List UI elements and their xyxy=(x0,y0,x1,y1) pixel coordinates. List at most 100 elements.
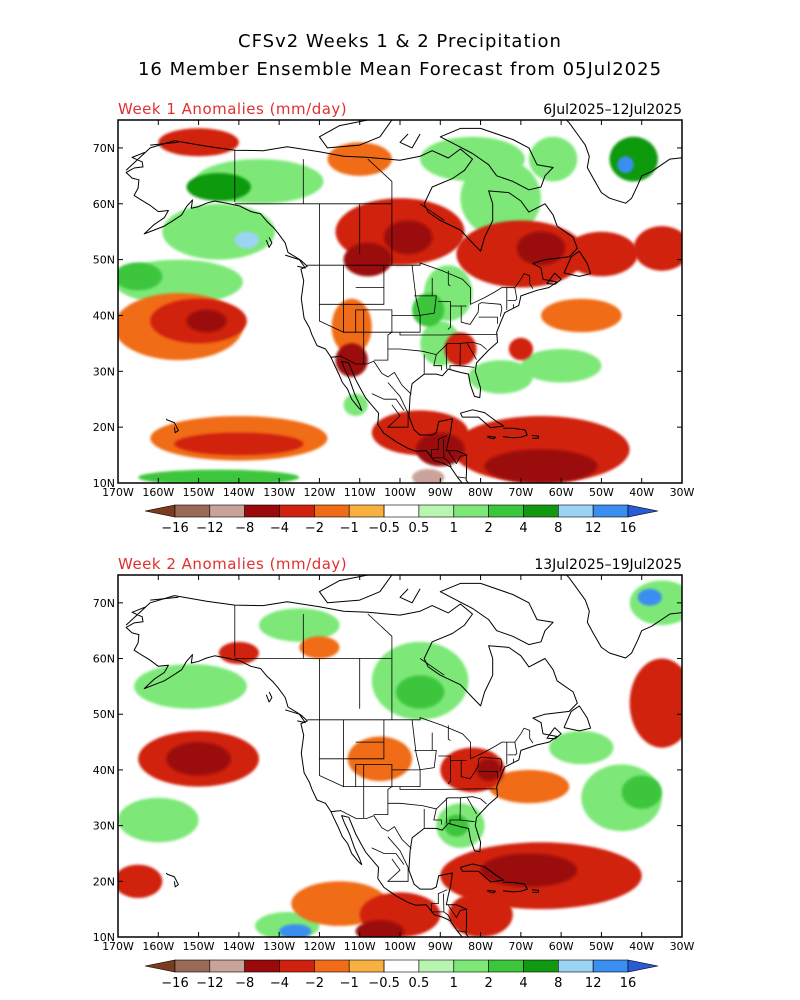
anomaly-area xyxy=(460,159,541,238)
lon-tick-label: 70W xyxy=(508,940,533,953)
coastline xyxy=(459,863,505,883)
week1-basemap xyxy=(125,120,682,483)
week2-panel: Week 2 Anomalies (mm/day) 13Jul2025–19Ju… xyxy=(93,555,695,953)
political-border xyxy=(391,295,437,316)
lat-tick-label: 50N xyxy=(93,708,115,721)
coastline xyxy=(265,691,273,703)
political-border xyxy=(331,355,412,395)
colorbar-label: −2 xyxy=(305,976,324,991)
coastline xyxy=(285,254,306,269)
lon-tick-label: 60W xyxy=(549,940,574,953)
anomaly-area xyxy=(118,797,199,843)
lon-tick-label: 120W xyxy=(303,940,335,953)
anomaly-area xyxy=(508,337,533,361)
colorbar-label: 1 xyxy=(450,976,458,991)
week1-longitude-axis: 170W 160W 150W 140W 130W 120W 110W 100W 90W 80W 70… xyxy=(102,120,695,499)
political-border xyxy=(459,819,475,823)
anomaly-area xyxy=(412,293,445,327)
lon-tick-label: 40W xyxy=(629,940,654,953)
colorbar-label: −1 xyxy=(340,976,359,991)
colorbar-label: 8 xyxy=(554,976,562,991)
lat-tick-label: 10N xyxy=(93,931,115,944)
political-border xyxy=(478,771,498,779)
anomaly-area xyxy=(528,136,578,182)
colorbar-swatch xyxy=(418,504,454,518)
colorbar-arrow-right xyxy=(627,959,659,973)
coastline xyxy=(487,889,496,894)
political-border xyxy=(387,796,487,810)
anomaly-area xyxy=(138,469,300,483)
anomaly-area xyxy=(480,853,578,887)
week2-basemap xyxy=(125,575,682,937)
colorbar-swatch xyxy=(209,959,245,973)
coastline xyxy=(439,127,554,191)
colorbar-swatch xyxy=(488,959,524,973)
coastline xyxy=(399,588,421,604)
anomaly-area xyxy=(327,142,392,176)
anomaly-area xyxy=(609,136,658,182)
lon-tick-label: 40W xyxy=(629,486,654,499)
week1-panel-title: Week 1 Anomalies (mm/day) xyxy=(118,100,347,118)
coastline xyxy=(165,418,179,434)
week2-anomaly-field xyxy=(118,580,682,937)
coastline xyxy=(546,727,562,740)
political-border xyxy=(355,331,394,361)
colorbar-label: −16 xyxy=(161,521,188,536)
anomaly-area xyxy=(162,203,276,260)
lon-tick-label: 110W xyxy=(344,486,376,499)
anomaly-area xyxy=(484,449,598,483)
political-border xyxy=(438,301,451,330)
week2-colorbar: −16 −12 −8 −4 −2 −1 −0.5 0.5 1 2 4 8 12 16 xyxy=(144,959,659,991)
lon-tick-label: 100W xyxy=(384,486,416,499)
colorbar-swatch xyxy=(279,504,315,518)
colorbar-label: −1 xyxy=(340,521,359,536)
coastline xyxy=(318,575,393,604)
political-border xyxy=(466,797,477,815)
political-border xyxy=(343,764,357,787)
political-border xyxy=(460,758,479,780)
political-border xyxy=(371,847,405,865)
lon-tick-label: 30W xyxy=(670,486,695,499)
political-border xyxy=(457,930,466,933)
colorbar-arrow-right xyxy=(627,504,659,518)
colorbar-label: 16 xyxy=(620,521,637,536)
colorbar-label: −0.5 xyxy=(368,976,400,991)
anomaly-area xyxy=(565,231,638,277)
anomaly-area xyxy=(335,343,368,377)
anomaly-area xyxy=(234,231,259,249)
political-border xyxy=(399,332,498,336)
political-border xyxy=(307,717,534,760)
colorbar-swatch xyxy=(523,959,559,973)
coastline xyxy=(487,435,496,440)
anomaly-area xyxy=(355,920,405,937)
lon-tick-label: 140W xyxy=(223,940,255,953)
lon-tick-label: 170W xyxy=(102,486,134,499)
lon-tick-label: 60W xyxy=(549,486,574,499)
colorbar-label: 0.5 xyxy=(409,521,430,536)
coastline xyxy=(165,872,179,888)
anomaly-area xyxy=(549,730,614,765)
political-border xyxy=(371,393,405,411)
colorbar-label: 16 xyxy=(620,976,637,991)
anomaly-area xyxy=(395,675,445,709)
week2-panel-title: Week 2 Anomalies (mm/day) xyxy=(118,555,347,573)
colorbar-swatch xyxy=(557,504,594,518)
colorbar-label: 4 xyxy=(519,521,527,536)
lon-tick-label: 90W xyxy=(428,486,453,499)
anomaly-area xyxy=(629,580,682,626)
lon-tick-label: 50W xyxy=(589,486,614,499)
anomaly-area xyxy=(448,892,513,937)
lat-tick-label: 40N xyxy=(93,764,115,777)
colorbar-label: −12 xyxy=(196,976,223,991)
anomaly-area xyxy=(259,608,340,642)
lon-tick-label: 160W xyxy=(142,486,174,499)
colorbar-swatch xyxy=(488,504,524,518)
political-border xyxy=(355,265,421,333)
political-border xyxy=(443,911,452,921)
coastline xyxy=(399,133,421,149)
colorbar-label: 1 xyxy=(450,521,458,536)
lon-tick-label: 130W xyxy=(263,486,295,499)
anomaly-area xyxy=(633,226,682,271)
political-border xyxy=(447,905,468,919)
